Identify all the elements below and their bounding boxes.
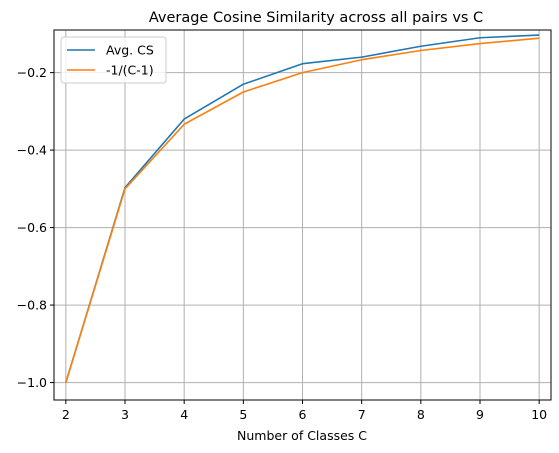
y-tick-label: −1.0 — [17, 375, 47, 390]
x-tick-label: 10 — [531, 407, 547, 422]
x-tick-label: 9 — [476, 407, 484, 422]
legend: Avg. CS -1/(C-1) — [60, 36, 167, 84]
series-layer — [65, 34, 540, 383]
grid — [54, 30, 551, 400]
y-tick-label: −0.2 — [17, 65, 47, 80]
y-tick-label: −0.6 — [17, 220, 47, 235]
y-tick-label: −0.8 — [17, 298, 47, 313]
x-tick-label: 8 — [417, 407, 425, 422]
y-tick-label: −0.4 — [17, 143, 47, 158]
series-line-1 — [65, 37, 540, 383]
x-axis-label: Number of Classes C — [237, 428, 367, 443]
series-line-0 — [65, 34, 540, 383]
legend-label: -1/(C-1) — [106, 63, 154, 78]
x-axis: 2 3 4 5 6 7 8 9 10 — [62, 400, 547, 422]
x-tick-label: 3 — [121, 407, 129, 422]
x-tick-label: 7 — [358, 407, 366, 422]
x-tick-label: 6 — [299, 407, 307, 422]
y-axis: −1.0 −0.8 −0.6 −0.4 −0.2 — [17, 65, 54, 390]
x-tick-label: 4 — [180, 407, 188, 422]
legend-label: Avg. CS — [106, 43, 154, 58]
x-tick-label: 2 — [62, 407, 70, 422]
chart-title: Average Cosine Similarity across all pai… — [149, 10, 483, 26]
legend-box — [60, 36, 167, 84]
x-tick-label: 5 — [239, 407, 247, 422]
